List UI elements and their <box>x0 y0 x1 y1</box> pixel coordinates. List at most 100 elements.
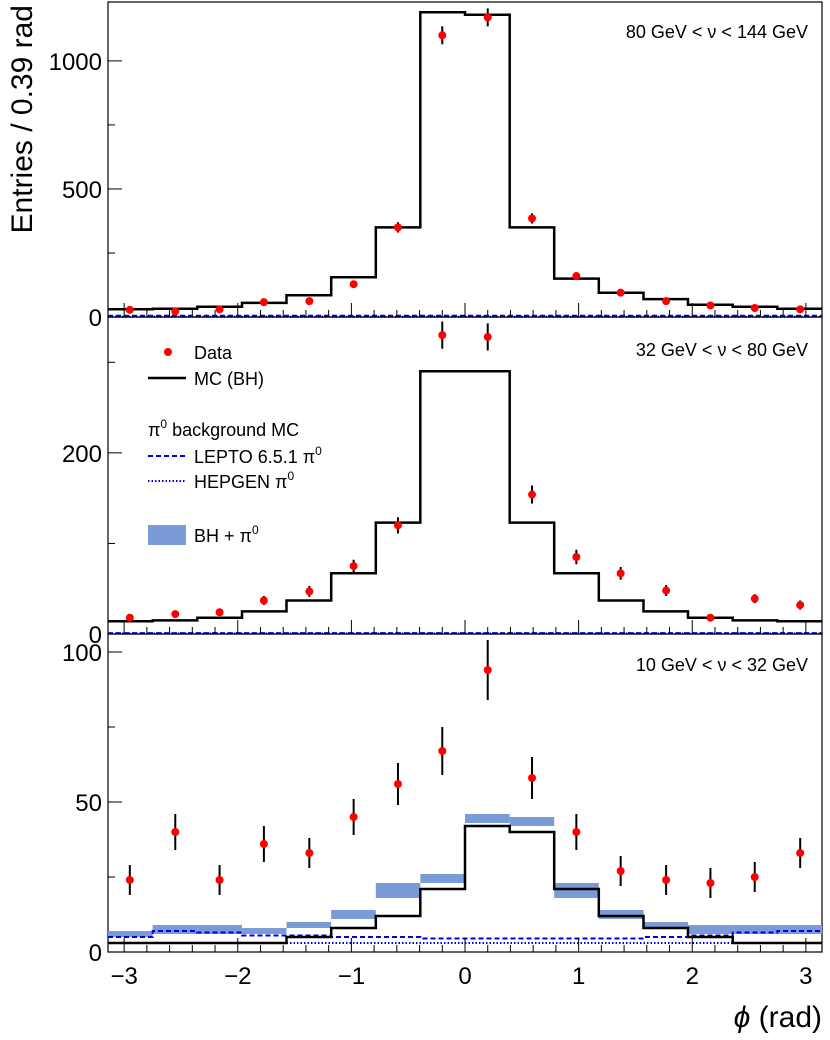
data-point <box>483 332 492 341</box>
data-point <box>438 331 447 340</box>
legend-hepgen-label: HEPGEN π0 <box>194 469 294 492</box>
data-point <box>125 613 134 622</box>
legend-band-label: BH + π0 <box>194 523 259 546</box>
data-point <box>125 305 134 314</box>
data-point <box>349 562 358 571</box>
data-point <box>393 521 402 530</box>
data-point <box>483 666 492 674</box>
data-point <box>349 813 358 821</box>
bh-pi0-band <box>732 925 778 934</box>
bh-pi0-band <box>375 883 421 898</box>
panel-top: 0 500 1000 <box>49 1 823 332</box>
x-axis-title: ϕ (rad) <box>734 1001 822 1034</box>
bh-pi0-band <box>197 925 242 934</box>
y-tick-label: 200 <box>62 441 102 468</box>
mc-bh-histogram <box>108 10 822 311</box>
y-tick-label: 0 <box>89 940 102 967</box>
data-point <box>706 613 715 622</box>
data-point <box>171 610 180 619</box>
bh-pi0-band <box>509 817 555 826</box>
data-point <box>528 490 537 499</box>
y-tick-label: 100 <box>62 640 102 667</box>
data-point <box>305 849 314 857</box>
data-point <box>438 747 447 755</box>
panel-frame <box>107 633 823 953</box>
x-axis-title-unit: (rad) <box>750 1001 822 1034</box>
data-point <box>215 608 224 617</box>
bh-pi0-band <box>241 928 287 934</box>
mc-bh-histogram <box>108 370 822 623</box>
data-point <box>305 297 314 306</box>
panel-middle: 0 200 <box>62 316 823 649</box>
data-point <box>706 301 715 310</box>
x-tick-label: −3 <box>110 963 137 990</box>
data-point <box>662 586 671 595</box>
bh-pi0-band <box>598 910 644 919</box>
data-point <box>616 569 625 578</box>
y-tick-label: 50 <box>75 790 102 817</box>
data-point <box>750 594 759 603</box>
panel-frame <box>107 1 823 318</box>
data-point <box>438 31 447 40</box>
x-tick-label: −2 <box>224 963 251 990</box>
data-point <box>662 876 671 884</box>
data-point <box>706 879 715 887</box>
legend-band-main: BH + π <box>194 526 252 546</box>
bh-pi0-band <box>777 925 822 934</box>
bh-pi0-band <box>420 874 465 883</box>
legend: Data MC (BH) π0 background MC LEPTO 6.5.… <box>148 343 322 546</box>
data-point <box>572 828 581 836</box>
x-tick-label: −1 <box>338 963 365 990</box>
legend-bg-title-rest: background MC <box>167 420 299 440</box>
legend-mc-label: MC (BH) <box>194 369 264 389</box>
data-point <box>572 272 581 281</box>
bh-pi0-band <box>465 814 510 823</box>
data-point <box>528 214 537 223</box>
bh-pi0-band <box>643 922 689 928</box>
panel-top-label: 80 GeV < ν < 144 GeV <box>626 22 808 42</box>
data-point <box>483 13 492 22</box>
legend-band-swatch <box>148 525 186 545</box>
data-point <box>750 304 759 313</box>
data-point <box>750 873 759 881</box>
mc-bh-histogram <box>108 824 822 945</box>
bh-pi0-band <box>554 883 599 898</box>
data-point <box>215 305 224 314</box>
y-tick-label: 1000 <box>49 49 102 76</box>
data-point <box>349 280 358 289</box>
data-point <box>125 876 134 884</box>
data-point <box>259 840 268 848</box>
panel-bottom: 0 50 100 −3 −2 −1 0 1 2 3 <box>62 633 823 990</box>
data-point <box>305 587 314 596</box>
data-point <box>796 305 805 314</box>
legend-bg-title: π0 background MC <box>148 417 299 440</box>
data-point <box>662 297 671 306</box>
y-axis-title: Entries / 0.39 rad <box>6 5 39 233</box>
x-tick-label: 2 <box>686 963 699 990</box>
panel-middle-label: 32 GeV < ν < 80 GeV <box>636 340 808 360</box>
data-point <box>171 307 180 316</box>
legend-lepto-main: LEPTO 6.5.1 π <box>194 447 315 467</box>
data-point <box>393 223 402 232</box>
data-point <box>215 876 224 884</box>
legend-bg-title-sup: 0 <box>160 417 167 431</box>
x-tick-label: 3 <box>799 963 812 990</box>
bh-pi0-band <box>152 925 198 934</box>
x-tick-label: 0 <box>458 963 471 990</box>
legend-hepgen-main: HEPGEN π <box>194 472 287 492</box>
lepto-histogram <box>108 930 822 940</box>
data-point <box>393 780 402 788</box>
x-tick-label: 1 <box>572 963 585 990</box>
legend-lepto-sup: 0 <box>315 444 322 458</box>
legend-lepto-label: LEPTO 6.5.1 π0 <box>194 444 322 467</box>
data-point <box>259 596 268 605</box>
y-tick-label: 500 <box>62 177 102 204</box>
legend-band-sup: 0 <box>252 523 259 537</box>
data-point <box>259 298 268 307</box>
y-tick-label: 0 <box>89 305 102 332</box>
panel-bottom-label: 10 GeV < ν < 32 GeV <box>636 655 808 675</box>
data-point <box>572 553 581 562</box>
bh-pi0-band <box>688 925 733 934</box>
data-point <box>796 849 805 857</box>
